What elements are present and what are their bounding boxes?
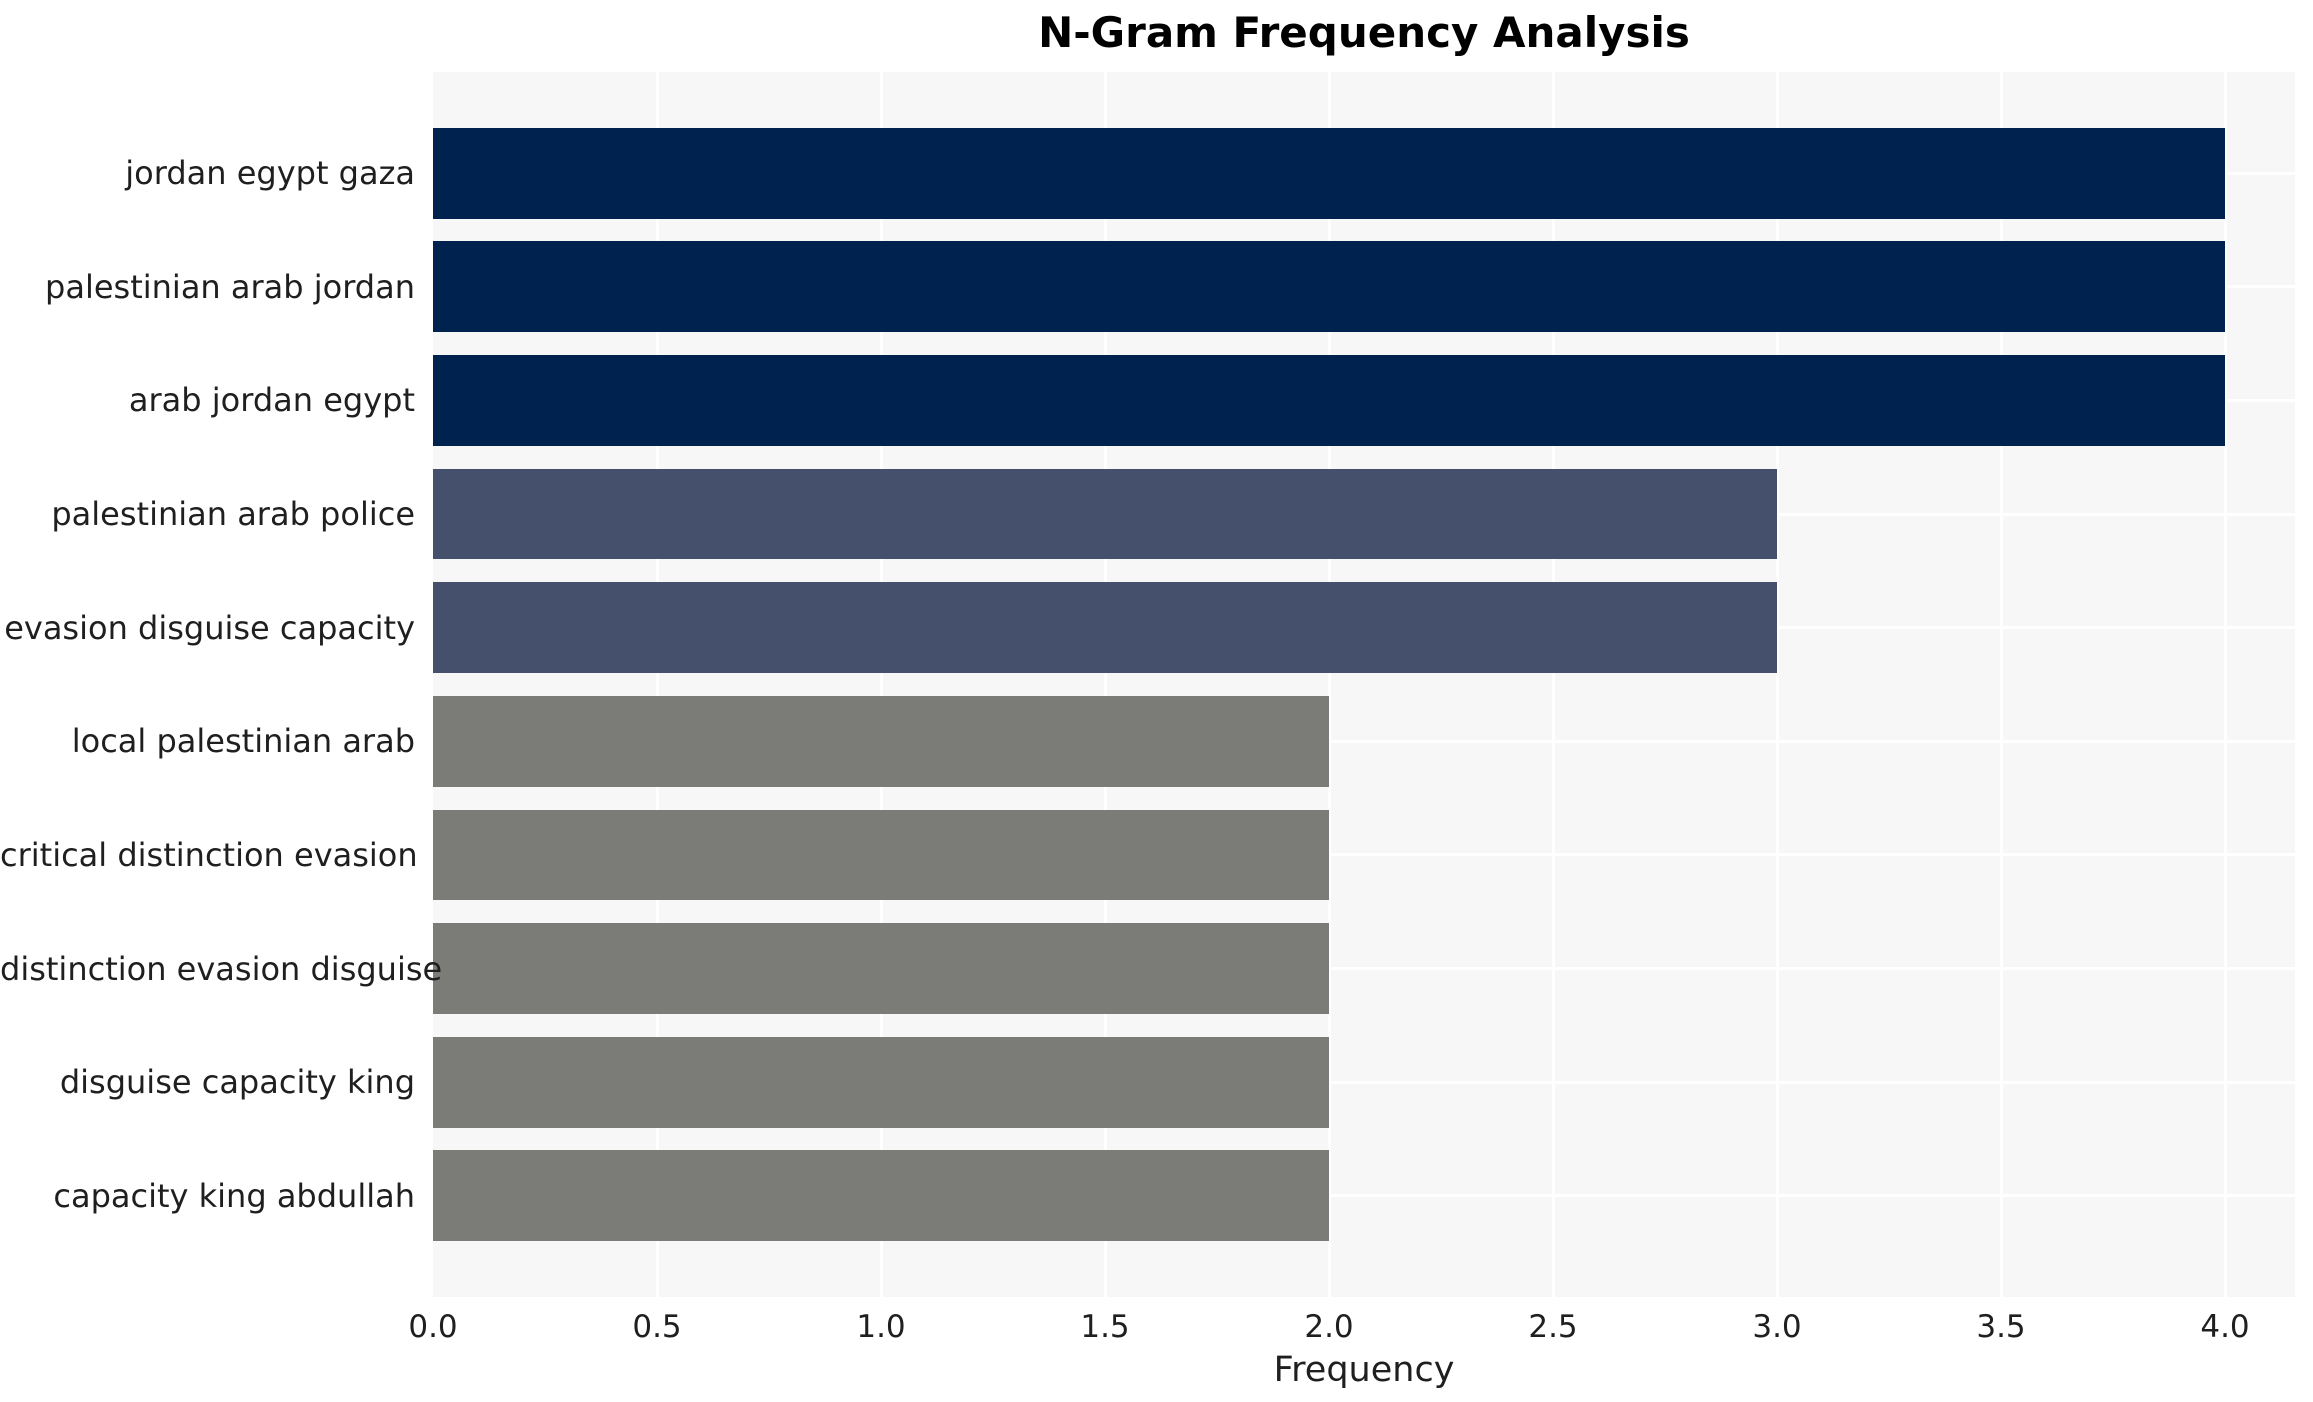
x-tick-label: 3.5 — [1976, 1309, 2026, 1345]
x-tick-label: 1.0 — [856, 1309, 906, 1345]
bar — [433, 354, 2225, 446]
horizontal-gridline — [433, 1194, 2295, 1198]
y-tick-label: evasion disguise capacity — [4, 608, 415, 647]
vertical-gridline — [1999, 72, 2003, 1297]
x-tick-label: 0.0 — [408, 1309, 458, 1345]
bar — [433, 809, 1329, 901]
bar — [433, 1150, 1329, 1242]
horizontal-gridline — [433, 739, 2295, 743]
horizontal-gridline — [433, 853, 2295, 857]
bar — [433, 695, 1329, 787]
y-tick-label: distinction evasion disguise — [0, 949, 443, 988]
bar — [433, 582, 1777, 674]
x-tick-label: 4.0 — [2200, 1309, 2250, 1345]
chart-title: N-Gram Frequency Analysis — [1038, 8, 1690, 57]
x-tick-label: 0.5 — [632, 1309, 682, 1345]
x-tick-label: 1.5 — [1080, 1309, 1130, 1345]
y-tick-label: capacity king abdullah — [53, 1176, 415, 1215]
bar — [433, 468, 1777, 560]
y-tick-label: palestinian arab police — [51, 495, 415, 534]
vertical-gridline — [1775, 72, 1779, 1297]
y-tick-label: palestinian arab jordan — [45, 267, 415, 306]
x-tick-label: 2.5 — [1528, 1309, 1578, 1345]
vertical-gridline — [879, 72, 883, 1297]
bar — [433, 1036, 1329, 1128]
vertical-gridline — [2223, 72, 2227, 1297]
x-axis-title: Frequency — [1273, 1350, 1455, 1390]
y-tick-label: disguise capacity king — [59, 1063, 415, 1102]
y-tick-label: arab jordan egypt — [128, 381, 415, 420]
y-tick-label: local palestinian arab — [71, 722, 415, 761]
vertical-gridline — [1327, 72, 1331, 1297]
vertical-gridline — [1103, 72, 1107, 1297]
horizontal-gridline — [433, 967, 2295, 971]
bar — [433, 923, 1329, 1015]
plot-area — [433, 72, 2295, 1297]
vertical-gridline — [1551, 72, 1555, 1297]
bar — [433, 127, 2225, 219]
y-tick-label: jordan egypt gaza — [125, 154, 415, 193]
vertical-gridline — [655, 72, 659, 1297]
horizontal-gridline — [433, 1080, 2295, 1084]
x-tick-label: 2.0 — [1304, 1309, 1354, 1345]
x-tick-label: 3.0 — [1752, 1309, 1802, 1345]
y-tick-label: critical distinction evasion — [0, 835, 418, 874]
bar — [433, 241, 2225, 333]
